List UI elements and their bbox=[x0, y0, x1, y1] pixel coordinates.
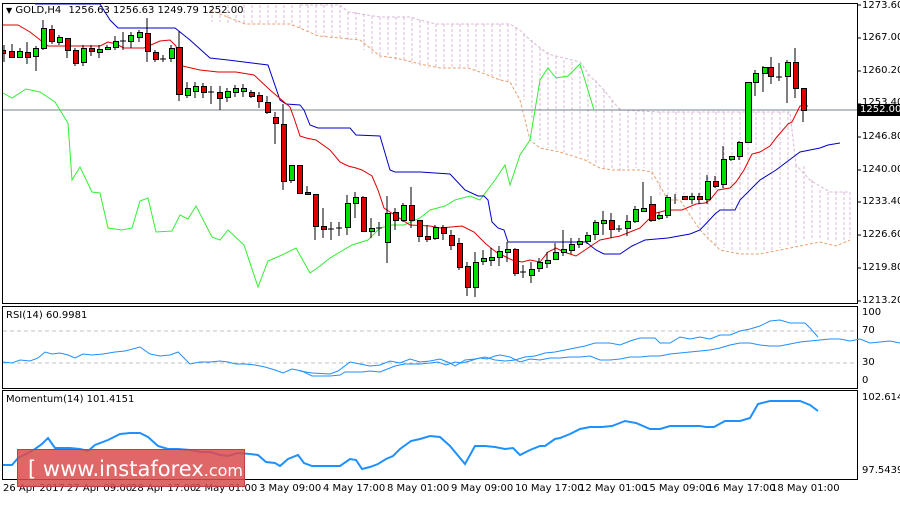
symbol-header: ▼ GOLD,H4 1256.63 1256.63 1249.79 1252.0… bbox=[6, 5, 243, 17]
x-tick: 28 Apr 17:00 bbox=[131, 483, 197, 494]
momentum-line bbox=[3, 400, 819, 471]
watermark-bracket: [ bbox=[28, 457, 37, 481]
watermark-site: www.instaforex bbox=[42, 457, 204, 481]
senkou-span-a bbox=[300, 4, 850, 193]
current-price-tag: 1252.00 bbox=[858, 104, 900, 116]
rsi-panel-frame bbox=[2, 306, 858, 389]
rsi-line bbox=[2, 338, 900, 377]
x-tick: 18 May 01:00 bbox=[771, 483, 840, 494]
y-tick: 1226.60 bbox=[862, 229, 900, 240]
x-tick: 4 May 17:00 bbox=[323, 483, 386, 494]
candlesticks bbox=[2, 18, 807, 297]
x-tick: 3 May 09:00 bbox=[259, 483, 322, 494]
ichimoku-cloud bbox=[211, 5, 851, 252]
rsi-label: RSI(14) 60.9981 bbox=[6, 310, 88, 321]
x-tick: 9 May 09:00 bbox=[451, 483, 514, 494]
y-tick: 1213.20 bbox=[862, 295, 900, 306]
momentum-tick: 102.6149 bbox=[862, 392, 900, 403]
x-tick: 2 May 01:00 bbox=[195, 483, 258, 494]
y-tick: 1267.00 bbox=[862, 32, 900, 43]
main-chart-frame bbox=[2, 3, 858, 304]
rsi-tick: 30 bbox=[862, 357, 875, 368]
x-tick: 8 May 01:00 bbox=[387, 483, 450, 494]
y-tick: 1260.20 bbox=[862, 65, 900, 76]
tenkan-sen bbox=[3, 24, 808, 263]
y-tick: 1273.60 bbox=[862, 0, 900, 11]
y-tick: 1219.80 bbox=[862, 262, 900, 273]
x-tick: 16 May 17:00 bbox=[707, 483, 776, 494]
x-tick: 12 May 01:00 bbox=[579, 483, 648, 494]
watermark-tld: .com bbox=[203, 461, 244, 480]
momentum-panel-frame bbox=[2, 390, 858, 480]
watermark-bracket: ] bbox=[28, 501, 35, 520]
y-tick: 1246.80 bbox=[862, 131, 900, 142]
dropdown-triangle-icon[interactable]: ▼ bbox=[6, 6, 13, 15]
y-tick: 1233.40 bbox=[862, 196, 900, 207]
y-tick: 1240.00 bbox=[862, 164, 900, 175]
chart-window: ▼ GOLD,H4 1256.63 1256.63 1249.79 1252.0… bbox=[2, 0, 900, 520]
kijun-sen bbox=[35, 3, 841, 255]
senkou-span-b bbox=[209, 9, 851, 255]
ohlc-values: 1256.63 1256.63 1249.79 1252.00 bbox=[68, 5, 244, 16]
symbol-label: GOLD,H4 bbox=[15, 5, 62, 16]
rsi-tick: 0 bbox=[862, 375, 869, 386]
rsi-tick: 100 bbox=[862, 307, 882, 318]
chart-canvas bbox=[2, 3, 900, 480]
y-tick: 1253.40 bbox=[862, 97, 900, 108]
x-tick: 26 Apr 2017 bbox=[3, 483, 65, 494]
chikou-span bbox=[2, 63, 595, 289]
rsi-tick: 70 bbox=[862, 325, 875, 336]
momentum-label: Momentum(14) 101.4151 bbox=[6, 394, 135, 405]
x-tick: 15 May 09:00 bbox=[643, 483, 712, 494]
x-tick: 27 Apr 09:00 bbox=[67, 483, 133, 494]
x-tick: 10 May 17:00 bbox=[515, 483, 584, 494]
rsi-line-right bbox=[299, 319, 819, 375]
instaforex-watermark: [ www.instaforex.com ] bbox=[17, 449, 245, 520]
momentum-tick: 97.5439 bbox=[862, 465, 900, 476]
